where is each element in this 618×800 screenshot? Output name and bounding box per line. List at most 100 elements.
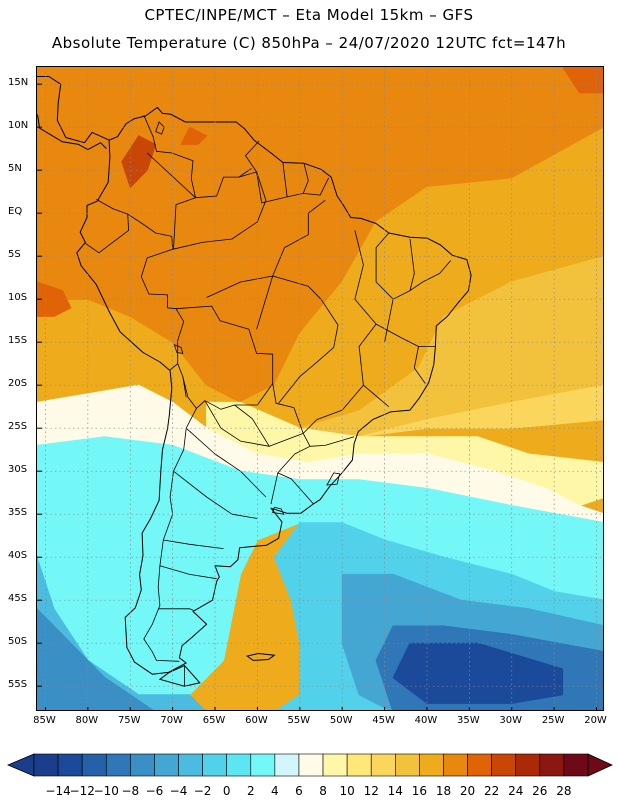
political-border <box>375 232 394 343</box>
colorbar-swatch <box>395 753 420 777</box>
lon-label-60w: 60W <box>245 715 268 726</box>
political-border <box>182 376 187 398</box>
political-border <box>287 163 309 198</box>
colorbar-swatch <box>322 753 348 777</box>
coastline <box>76 106 472 675</box>
political-border <box>172 171 267 250</box>
lat-label-20s: 20S <box>8 378 28 390</box>
colorbar-label: 4 <box>271 784 279 798</box>
lon-label-65w: 65W <box>202 715 226 726</box>
temperature-colorbar <box>6 753 613 777</box>
lon-label-45w: 45W <box>372 715 395 726</box>
colorbar-label: 16 <box>411 784 428 798</box>
tierra-del-fuego <box>158 664 201 687</box>
temperature-region <box>358 385 603 438</box>
malvinas-islands <box>246 652 276 661</box>
colorbar-under-arrow <box>6 753 35 777</box>
lat-label-50s: 50S <box>8 636 28 648</box>
lat-label-55s: 55S <box>8 679 28 691</box>
colorbar-label: 26 <box>532 784 548 798</box>
colorbar-label: −10 <box>93 784 119 798</box>
lat-label-10n: 10N <box>8 120 29 132</box>
colorbar-label: 24 <box>508 784 524 798</box>
lat-label-25s: 25S <box>8 421 28 433</box>
colorbar-label: −14 <box>45 784 71 798</box>
colorbar-swatch <box>515 753 541 777</box>
colorbar-label: 6 <box>295 784 303 798</box>
lat-label-35s: 35S <box>8 507 28 519</box>
colorbar-swatch <box>491 753 517 777</box>
colorbar-swatch <box>563 753 589 777</box>
lon-label-55w: 55W <box>287 715 311 726</box>
colorbar-label: 12 <box>363 784 379 798</box>
lon-label-50w: 50W <box>329 715 353 726</box>
political-border <box>413 346 426 384</box>
map-panel <box>36 66 604 711</box>
colorbar-label: 10 <box>339 784 355 798</box>
colorbar-swatch <box>539 753 565 777</box>
political-border <box>409 238 415 291</box>
lat-label-5n: 5N <box>8 163 22 175</box>
colorbar-swatch <box>419 753 444 777</box>
political-border <box>143 115 196 250</box>
colorbar-label: 28 <box>556 784 572 798</box>
colorbar-swatch <box>33 753 59 777</box>
colorbar-swatch <box>250 753 276 777</box>
colorbar-label: 18 <box>435 784 452 798</box>
lat-label-10s: 10S <box>8 292 28 304</box>
political-border <box>159 565 217 580</box>
lake-outline <box>173 344 184 354</box>
lon-label-75w: 75W <box>117 715 141 726</box>
lat-label-45s: 45S <box>8 593 28 605</box>
lat-label-5s: 5S <box>8 249 21 261</box>
lon-label-20w: 20W <box>584 715 607 726</box>
political-border <box>185 427 267 498</box>
colorbar-label: −6 <box>145 784 164 798</box>
colorbar-label: −8 <box>121 784 140 798</box>
political-border <box>85 199 129 254</box>
colorbar-over-arrow <box>587 753 613 777</box>
political-border <box>127 213 185 371</box>
colorbar-label: −2 <box>193 784 212 798</box>
colorbar-label: 22 <box>484 784 500 798</box>
lake-outline <box>326 472 341 486</box>
lon-label-35w: 35W <box>457 715 480 726</box>
colorbar-swatch <box>57 753 83 777</box>
colorbar-label: 0 <box>222 784 231 798</box>
colorbar-swatch <box>154 753 179 777</box>
colorbar-swatch <box>105 753 131 777</box>
colorbar-label: 20 <box>459 784 476 798</box>
colorbar-label: −4 <box>169 784 188 798</box>
lake-outline <box>272 506 285 515</box>
colorbar-swatch <box>81 753 107 777</box>
lon-label-70w: 70W <box>160 715 183 726</box>
political-border <box>204 400 270 447</box>
temperature-region <box>180 126 208 145</box>
map-title-line1: CPTEC/INPE/MCT – Eta Model 15km – GFS <box>144 6 474 24</box>
lon-label-40w: 40W <box>414 715 438 726</box>
political-border <box>173 470 258 519</box>
lon-label-25w: 25W <box>541 715 565 726</box>
political-border <box>158 608 194 611</box>
colorbar-label: 8 <box>319 784 327 798</box>
central-america-coast <box>37 76 110 144</box>
lon-label-30w: 30W <box>499 715 523 726</box>
lat-label-15n: 15N <box>8 77 29 89</box>
political-border <box>270 472 279 504</box>
political-border <box>363 384 390 408</box>
temperature-region <box>37 281 72 317</box>
temperature-region <box>37 608 154 710</box>
political-border <box>143 408 197 662</box>
colorbar-swatch <box>202 753 227 777</box>
colorbar-label: 2 <box>246 784 255 798</box>
map-title-line2: Absolute Temperature (C) 850hPa – 24/07/… <box>51 34 567 52</box>
political-border <box>277 433 314 505</box>
political-border <box>302 409 343 434</box>
colorbar-swatch <box>443 753 468 777</box>
political-border <box>309 436 355 447</box>
political-border <box>303 177 329 196</box>
lon-label-80w: 80W <box>75 715 99 726</box>
lat-label-eq: EQ <box>8 206 23 218</box>
land-boundaries <box>37 76 472 687</box>
lat-label-15s: 15S <box>8 335 28 347</box>
